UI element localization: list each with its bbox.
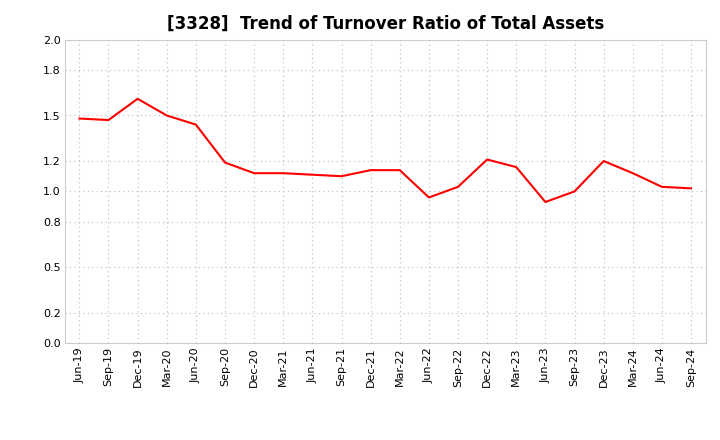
Title: [3328]  Trend of Turnover Ratio of Total Assets: [3328] Trend of Turnover Ratio of Total …	[166, 15, 604, 33]
